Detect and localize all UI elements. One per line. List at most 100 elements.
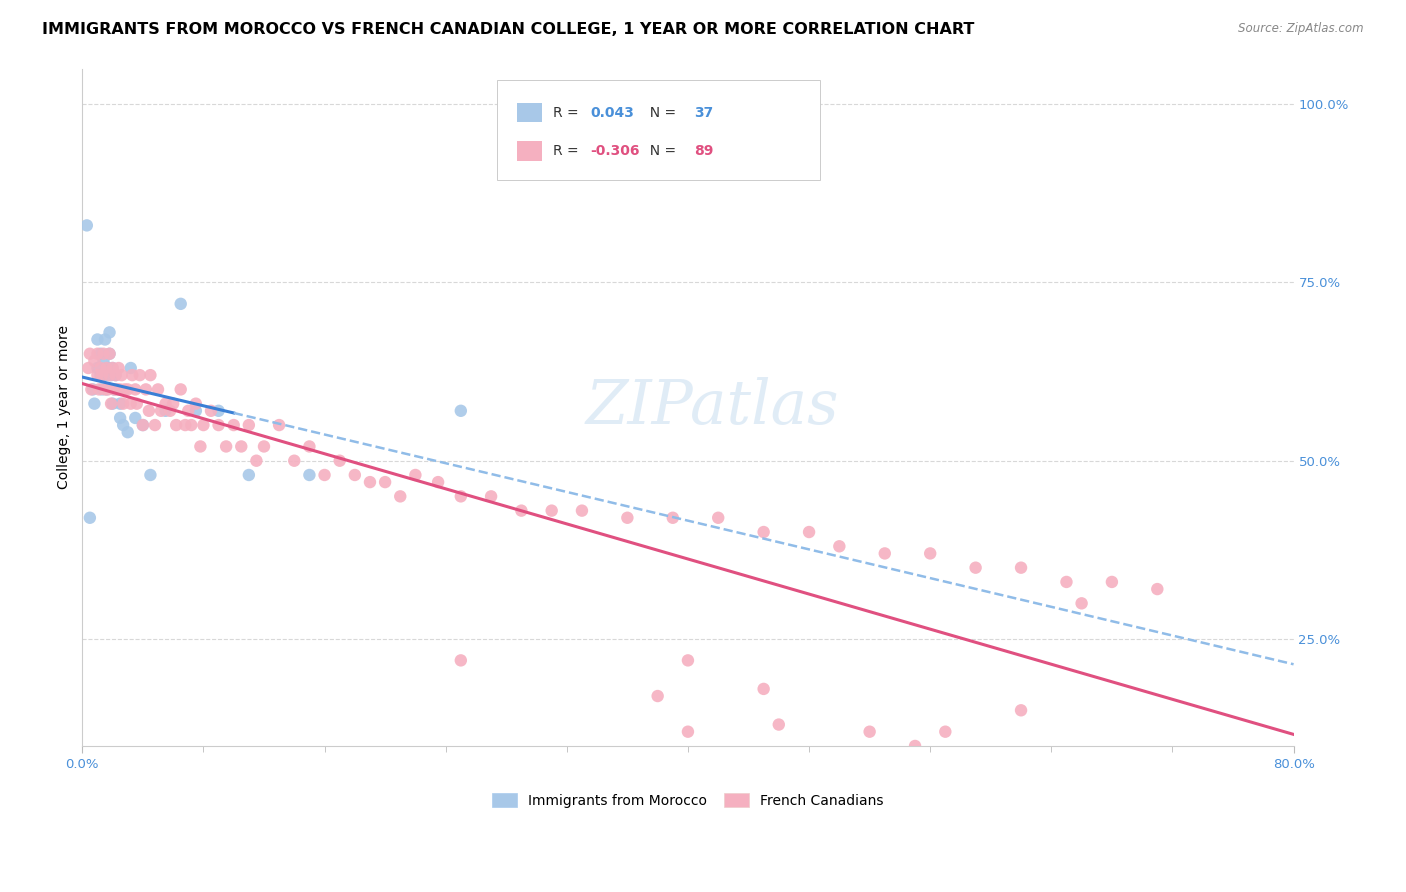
Point bbox=[86, 347, 108, 361]
Point bbox=[132, 418, 155, 433]
Point bbox=[94, 368, 117, 383]
Point bbox=[389, 489, 412, 503]
Point bbox=[80, 383, 103, 397]
Point bbox=[139, 467, 162, 482]
Point bbox=[117, 383, 139, 397]
Point bbox=[96, 361, 118, 376]
Point bbox=[450, 653, 472, 667]
Point bbox=[510, 503, 533, 517]
Point bbox=[91, 368, 114, 383]
Point bbox=[112, 418, 135, 433]
Point bbox=[1056, 574, 1078, 589]
Point bbox=[828, 539, 851, 553]
Point bbox=[101, 397, 124, 411]
Text: N =: N = bbox=[641, 105, 681, 120]
Point bbox=[100, 368, 122, 383]
Point bbox=[120, 397, 142, 411]
Point bbox=[165, 418, 187, 433]
Point bbox=[143, 418, 166, 433]
Point bbox=[86, 368, 108, 383]
Text: R =: R = bbox=[554, 105, 583, 120]
Point bbox=[859, 724, 882, 739]
Point bbox=[231, 440, 253, 454]
Point bbox=[253, 440, 276, 454]
Point bbox=[89, 347, 111, 361]
Point bbox=[314, 467, 336, 482]
Point bbox=[108, 397, 131, 411]
Point bbox=[298, 440, 321, 454]
Point bbox=[174, 418, 197, 433]
Point bbox=[269, 418, 291, 433]
Point bbox=[450, 404, 472, 418]
Point bbox=[752, 524, 775, 539]
Point bbox=[180, 418, 202, 433]
Point bbox=[170, 297, 193, 311]
Point bbox=[1146, 582, 1168, 596]
Point bbox=[404, 467, 426, 482]
Point bbox=[93, 347, 115, 361]
Point bbox=[920, 546, 942, 560]
Point bbox=[283, 453, 305, 467]
Point bbox=[245, 453, 267, 467]
Point bbox=[111, 368, 134, 383]
Point bbox=[427, 475, 450, 489]
Point bbox=[94, 333, 117, 347]
Point bbox=[94, 383, 117, 397]
Point bbox=[98, 347, 121, 361]
Point bbox=[768, 717, 790, 731]
Point bbox=[155, 404, 177, 418]
Point bbox=[120, 361, 142, 376]
Point bbox=[79, 510, 101, 524]
Point bbox=[159, 404, 181, 418]
Point bbox=[101, 361, 124, 376]
Point bbox=[87, 383, 110, 397]
Point bbox=[1070, 596, 1092, 610]
Point bbox=[104, 368, 127, 383]
Point bbox=[105, 383, 128, 397]
Point bbox=[616, 510, 638, 524]
Point bbox=[108, 383, 131, 397]
Point bbox=[104, 368, 127, 383]
Point bbox=[103, 383, 125, 397]
Point bbox=[132, 418, 155, 433]
Point bbox=[86, 333, 108, 347]
Point bbox=[873, 546, 896, 560]
Point bbox=[752, 681, 775, 696]
Point bbox=[96, 383, 118, 397]
Point bbox=[82, 383, 104, 397]
Point bbox=[479, 489, 502, 503]
Point bbox=[135, 383, 157, 397]
Text: 89: 89 bbox=[695, 144, 713, 158]
Point bbox=[662, 510, 685, 524]
Point bbox=[797, 524, 820, 539]
Point bbox=[298, 467, 321, 482]
Point bbox=[238, 467, 260, 482]
Point bbox=[124, 383, 146, 397]
Point bbox=[193, 418, 215, 433]
Point bbox=[934, 724, 956, 739]
Point bbox=[76, 219, 98, 233]
Point bbox=[647, 689, 669, 703]
Text: -0.306: -0.306 bbox=[591, 144, 640, 158]
Point bbox=[97, 361, 120, 376]
Point bbox=[83, 397, 105, 411]
Point bbox=[540, 503, 562, 517]
Point bbox=[904, 739, 927, 753]
Point bbox=[125, 397, 148, 411]
Point bbox=[98, 326, 121, 340]
Point bbox=[83, 354, 105, 368]
Point bbox=[207, 418, 229, 433]
Point bbox=[359, 475, 381, 489]
Point bbox=[150, 404, 173, 418]
Text: R =: R = bbox=[554, 144, 583, 158]
Text: 37: 37 bbox=[695, 105, 713, 120]
Point bbox=[108, 411, 131, 425]
Point bbox=[89, 368, 111, 383]
Point bbox=[155, 397, 177, 411]
Legend: Immigrants from Morocco, French Canadians: Immigrants from Morocco, French Canadian… bbox=[486, 788, 889, 814]
Point bbox=[215, 440, 238, 454]
Point bbox=[177, 404, 200, 418]
Point bbox=[571, 503, 593, 517]
Point bbox=[117, 425, 139, 440]
Point bbox=[184, 397, 207, 411]
